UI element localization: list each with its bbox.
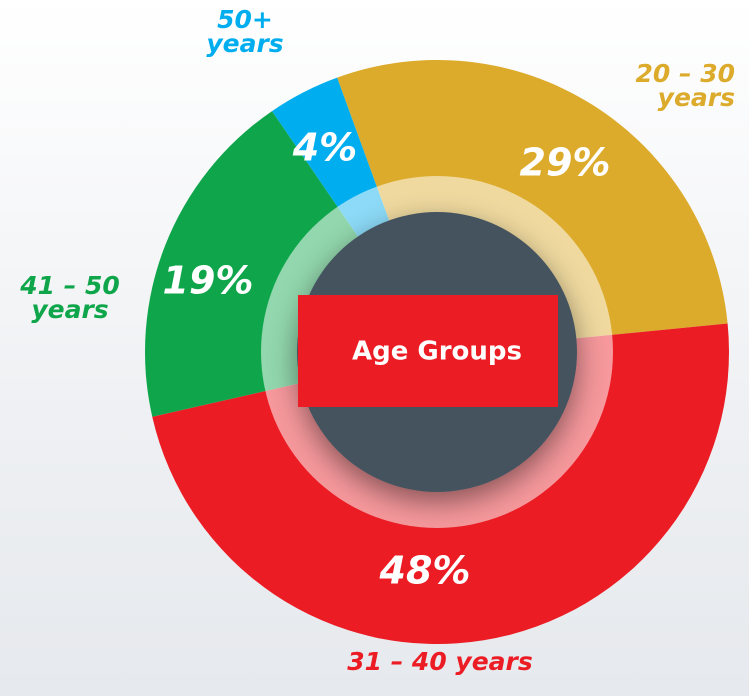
category-label: 50+ years xyxy=(206,5,284,58)
value-label: 29% xyxy=(520,141,611,185)
category-label: 20 – 30 years xyxy=(635,59,736,112)
category-label: 31 – 40 years xyxy=(347,647,533,676)
value-label: 4% xyxy=(292,126,358,170)
category-label: 41 – 50 years xyxy=(20,271,120,324)
value-label: 19% xyxy=(163,259,254,303)
center-label: Age Groups xyxy=(352,337,522,367)
center-band xyxy=(298,295,558,407)
value-label: 48% xyxy=(379,549,471,593)
